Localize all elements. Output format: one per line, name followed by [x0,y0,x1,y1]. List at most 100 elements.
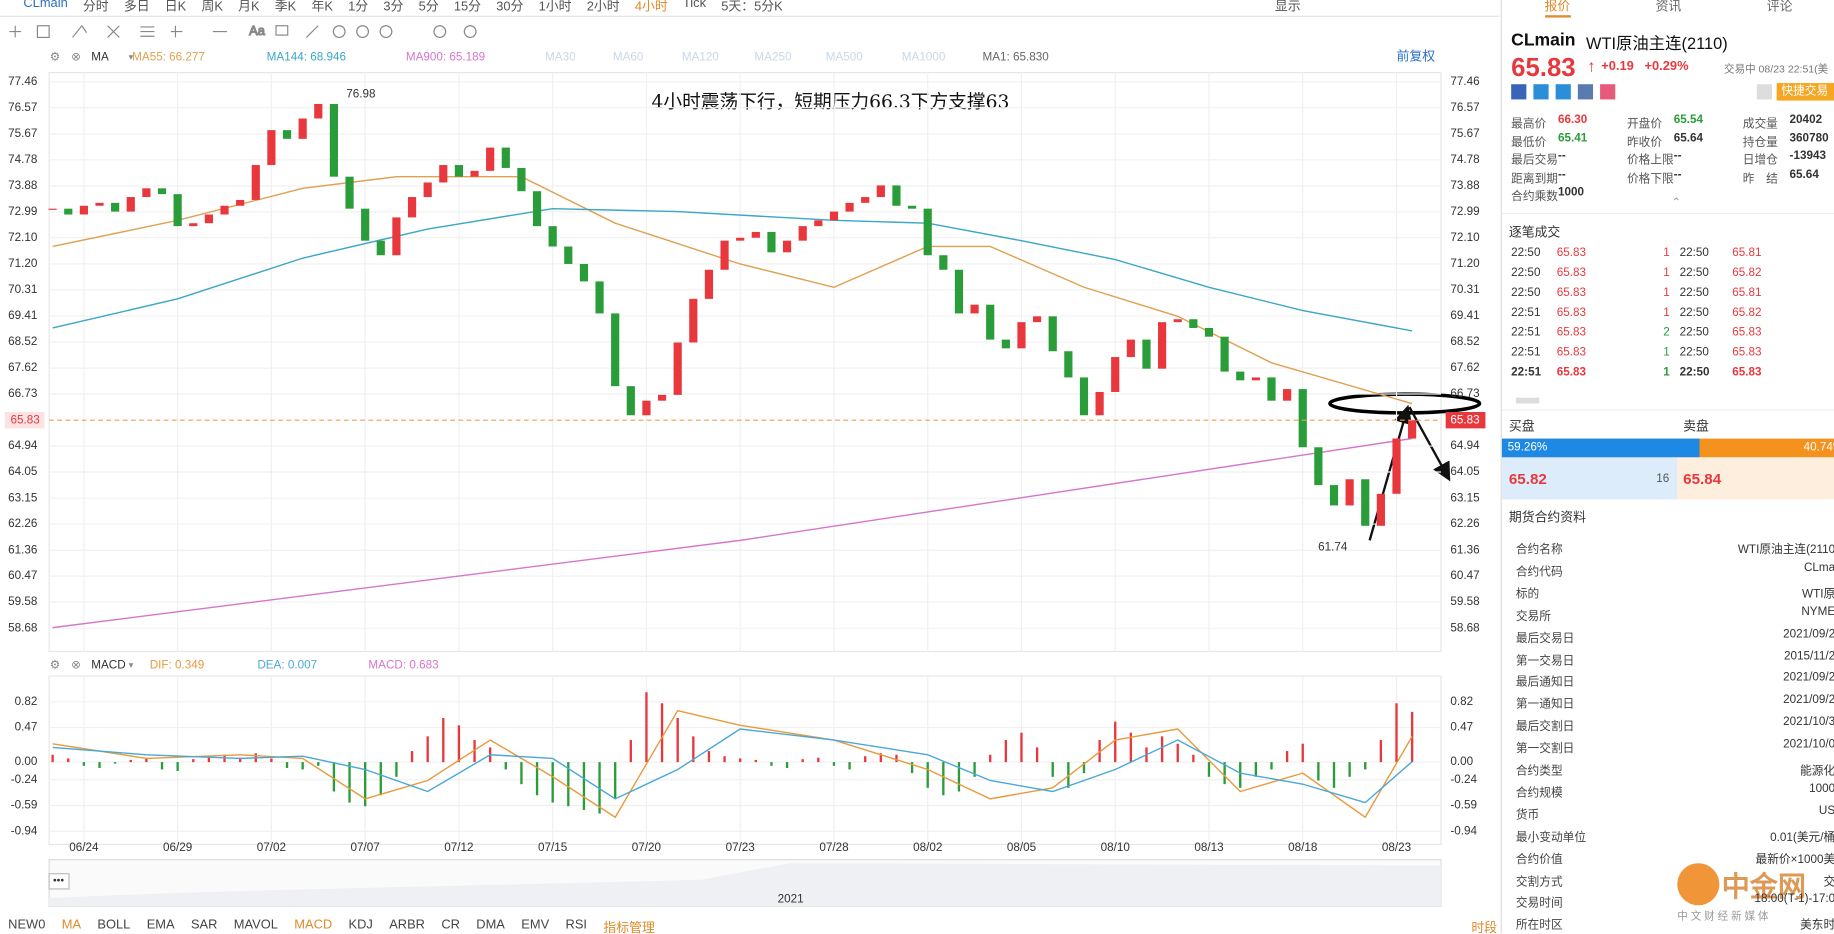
y-tick-label: 76.57 [8,101,37,114]
candle [1173,319,1182,323]
candle [126,197,135,212]
candle [157,188,167,195]
period[interactable]: 1小时 [538,0,572,15]
macd-bar [1035,747,1039,763]
candle [1033,316,1042,323]
trade-cell: 2 [1663,326,1670,340]
y-tick-label-right: 69.41 [1450,309,1479,322]
period-button[interactable]: 时段 [1471,921,1498,934]
y-tick-label: 0.00 [15,755,38,768]
bid-qty: 16 [1656,472,1670,486]
trade-cell: 65.81 [1732,246,1762,260]
macd-bar [614,762,617,799]
macd-bar [442,717,445,763]
indicator[interactable]: KDJ [348,918,373,933]
legend-inactive: MA250 [754,50,792,63]
y-tick-label-right: 70.31 [1450,283,1479,296]
period[interactable]: 多日 [123,0,150,15]
candle [673,342,682,395]
candle [876,185,885,198]
quick-trade[interactable]: 快捷交易 [1776,83,1834,101]
macd-bar [1239,762,1242,788]
legend-inactive: MA30 [545,50,576,63]
close: ⊗ [71,659,81,672]
candle [923,208,932,256]
candle [626,386,635,416]
candle [392,217,401,256]
period[interactable]: 2小时 [586,0,620,15]
contract-value: 能源化 [1800,764,1834,778]
trade-cell: 22:51 [1511,366,1542,379]
tab[interactable]: 资讯 [1655,0,1682,15]
y-tick-label-right: 60.47 [1450,569,1479,582]
up-arrow [1368,404,1413,541]
y-tick-label-right: 67.62 [1450,361,1479,374]
y-tick-label: 75.67 [8,127,37,140]
macd-bar [973,762,976,777]
scroll-handle[interactable] [48,873,70,890]
period[interactable]: 5天：5分K [721,0,783,15]
macd-bar [645,692,648,763]
indicator-line [52,207,1413,332]
candle [1189,319,1198,328]
candle [1048,316,1057,352]
trade-cell: 22:50 [1511,286,1541,300]
indicator[interactable]: EMV [521,918,550,933]
y-tick-label-right: 61.36 [1450,543,1479,556]
period[interactable]: 月K [238,0,260,15]
macd-bar [1207,762,1211,777]
display-menu[interactable]: 显示 [1274,0,1301,15]
y-tick-label: 59.58 [8,595,37,608]
period[interactable]: 季K [274,0,297,15]
tab[interactable]: 报价 [1544,0,1571,18]
field-label: 昨 结 [1742,172,1778,186]
period[interactable]: 5分 [418,0,439,15]
indicator[interactable]: EMA [146,918,175,933]
field-label: 最后交易 [1511,154,1558,168]
period[interactable]: 30分 [496,0,524,15]
indicator[interactable]: MACD [294,918,333,933]
indicator-arrow: ▾ [129,52,134,62]
adjust: 前复权 [1397,49,1436,64]
period[interactable]: Tick [682,0,707,11]
period[interactable]: 15分 [453,0,482,15]
macd-bar [1160,736,1164,763]
indicator[interactable]: MA [61,918,82,933]
period[interactable]: 周K [201,0,223,15]
contract-label: 货币 [1515,809,1540,823]
x-tick-label: 08/05 [1007,841,1037,854]
x-tick-label: 08/18 [1288,841,1317,854]
bell[interactable] [1756,84,1773,100]
indicator[interactable]: RSI [565,918,587,933]
trade-cell: 22:50 [1679,246,1709,260]
indicator[interactable]: NEW0 [8,918,46,933]
trade-cell: 22:50 [1679,286,1709,300]
period[interactable]: 4小时 [634,0,668,15]
tab[interactable]: 评论 [1766,0,1793,15]
period[interactable]: 日K [164,0,187,15]
watermark-slogan: 中 文 财 经 新 媒 体 [1677,909,1769,922]
indicator[interactable]: SAR [190,918,218,933]
period[interactable]: 分时 [82,0,109,15]
indicator[interactable]: CR [441,918,460,933]
collapse[interactable]: ⌃ [1671,196,1682,210]
y-tick-label: -0.94 [11,824,38,837]
trade-cell: 65.81 [1732,286,1762,300]
period[interactable]: 1分 [348,0,369,15]
period[interactable]: 年K [311,0,333,15]
candle [611,313,620,387]
trade-cell: 22:50 [1511,266,1541,280]
indicator[interactable]: MAVOL [233,918,278,933]
period[interactable]: 3分 [383,0,404,15]
contract-value: 2021/09/2 [1783,693,1834,707]
y-tick-label-right: 76.57 [1450,101,1479,114]
indicator[interactable]: 指标管理 [603,921,655,934]
indicator[interactable]: ARBR [389,918,425,933]
indicator[interactable]: DMA [476,918,505,933]
y-tick-label-right: 64.94 [1450,439,1480,452]
macd-bar [379,762,382,796]
legend-entry: MA144: 68.946 [267,50,346,63]
symbol[interactable]: CLmain [23,0,68,11]
indicator[interactable]: BOLL [97,918,131,933]
macd-bar [207,756,211,763]
